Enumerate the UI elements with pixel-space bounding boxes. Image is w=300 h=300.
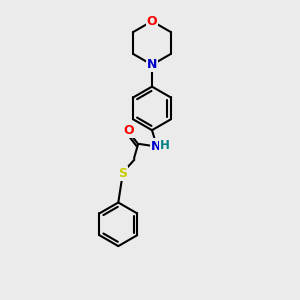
Text: S: S xyxy=(118,167,127,180)
Text: H: H xyxy=(160,139,170,152)
Text: N: N xyxy=(151,140,161,152)
Text: O: O xyxy=(123,124,134,137)
Text: N: N xyxy=(147,58,157,71)
Text: O: O xyxy=(147,15,157,28)
